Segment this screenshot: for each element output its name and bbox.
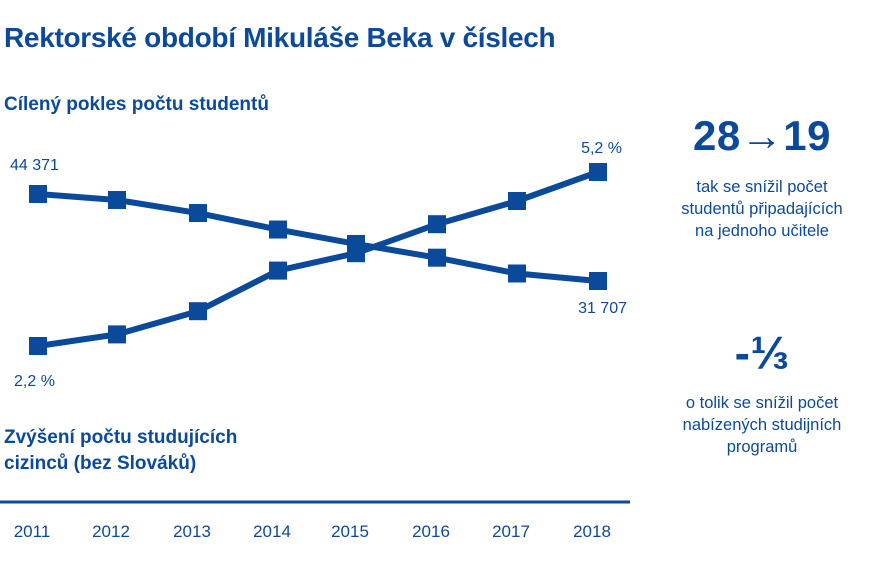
students-data-point [269,220,287,239]
line-chart: 44 371 31 707 2,2 % 5,2 % Cílený pokles počt… [0,94,630,541]
x-tick-label: 2016 [412,522,450,541]
students-data-point [428,248,446,267]
students-series-line [37,191,599,284]
stat-ratio-line: studentů připadajících [681,200,843,218]
foreigners-data-point [589,163,607,181]
stat-programs-value: -⅓ [734,327,790,379]
stat-ratio-line: tak se snížil počet [696,178,828,196]
foreigners-series-title: cizinců (bez Slováků) [4,453,196,474]
stat-programs-description: o tolik se snížil počet nabízených studi… [642,392,870,458]
x-tick-label: 2015 [331,522,369,541]
foreigners-value-label: 5,2 % [581,140,622,157]
students-value-label: 31 707 [578,300,627,317]
stat-programs-line: programů [726,438,798,456]
page-title: Rektorské období Mikuláše Beka v číslech [4,22,556,53]
foreigners-data-point [428,215,446,234]
students-data-point [189,204,207,223]
students-data-point [508,264,526,283]
x-tick-label: 2017 [492,522,530,541]
x-tick-label: 2012 [92,522,130,541]
students-value-label: 44 371 [10,157,59,174]
stat-programs-line: o tolik se snížil počet [685,394,839,412]
students-data-point [29,185,47,203]
x-tick-label: 2013 [173,522,211,541]
foreigners-data-point [29,337,47,355]
x-tick-label: 2014 [253,522,291,541]
foreigners-data-point [189,302,207,321]
stat-programs-line: nabízených studijních [682,416,842,434]
students-series-title: Cílený pokles počtu studentů [4,94,269,115]
foreigners-data-point [108,325,126,344]
stat-ratio-line: na jednoho učitele [695,222,829,240]
x-tick-label: 2011 [14,522,51,541]
stat-ratio-value: 28→19 [693,112,831,159]
x-tick-label: 2018 [573,522,611,541]
foreigners-value-label: 2,2 % [14,373,55,390]
foreigners-series-line [37,169,600,349]
foreigners-series-title: Zvýšení počtu studujících [4,427,237,448]
foreigners-data-point [269,261,287,280]
students-data-point [108,190,126,209]
foreigners-data-point [347,244,365,263]
students-data-point [589,272,607,290]
stat-ratio-description: tak se snížil počet studentů připadající… [642,176,870,242]
foreigners-data-point [508,192,526,210]
